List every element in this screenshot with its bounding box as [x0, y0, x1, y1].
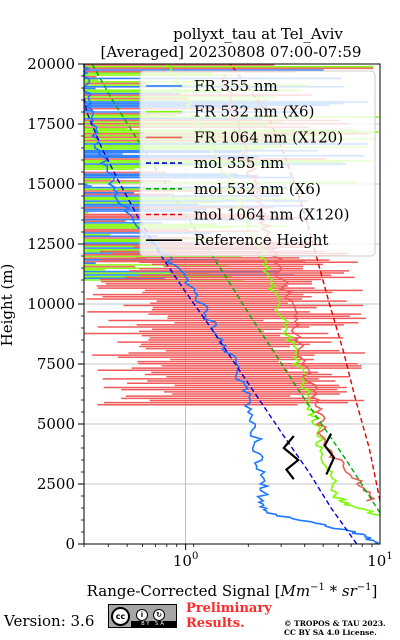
legend-label: FR 532 nm (X6)	[194, 103, 314, 121]
legend-label: mol 1064 nm (X120)	[194, 206, 349, 224]
copyright-line2: CC BY SA 4.0 License.	[284, 628, 377, 637]
cc-license-badge: cc i ↻ BY SA	[108, 604, 177, 628]
series-line-mol-532-nm-x6	[91, 63, 381, 514]
y-tick-label: 2500	[37, 475, 75, 493]
y-tick-label: 7500	[37, 355, 75, 373]
legend-label: mol 532 nm (X6)	[194, 180, 321, 198]
legend-label: FR 1064 nm (X120)	[194, 128, 343, 146]
series-line-fr-355-nm	[82, 64, 380, 545]
y-tick-label: 15000	[27, 175, 75, 193]
version-label: Version: 3.6	[4, 612, 95, 630]
share-alike-icon: ↻	[153, 609, 165, 621]
x-tick-label: 100	[173, 551, 198, 570]
legend-label: FR 355 nm	[194, 77, 278, 95]
x-tick-label: 101	[367, 551, 392, 570]
y-tick-label: 17500	[27, 115, 75, 133]
x-axis-label: Range-Corrected Signal [Mm−1 * sr−1]	[87, 582, 378, 600]
chart: pollyxt_tau at Tel_Aviv [Averaged] 20230…	[0, 25, 393, 600]
preliminary-notice: Preliminary Results.	[186, 601, 272, 631]
y-tick-label: 5000	[37, 415, 75, 433]
preliminary-line2: Results.	[186, 616, 245, 631]
preliminary-line1: Preliminary	[186, 601, 272, 616]
legend: FR 355 nm FR 532 nm (X6) FR 1064 nm (X120)…	[139, 70, 376, 257]
legend-label: mol 355 nm	[194, 154, 284, 172]
y-tick-label: 10000	[27, 295, 75, 313]
legend-box	[139, 70, 376, 257]
y-axis-label: Height (m)	[0, 264, 16, 347]
cc-icon: cc	[111, 607, 130, 626]
axes: 0 2500 5000 7500 10000 12500 15000 17500 20000 10…	[27, 55, 392, 570]
copyright-line1: © TROPOS & TAU 2023.	[284, 619, 386, 628]
reference-height-segment	[282, 435, 301, 480]
reference-height-segment	[323, 433, 336, 475]
license-badge-text: BY SA	[131, 621, 176, 627]
y-tick-label: 20000	[27, 55, 75, 73]
series-line-mol-355-nm	[83, 97, 358, 545]
chart-subtitle: [Averaged] 20230808 07:00-07:59	[101, 43, 362, 61]
chart-title: pollyxt_tau at Tel_Aviv	[173, 25, 343, 43]
y-tick-label: 0	[65, 535, 75, 553]
copyright-notice: © TROPOS & TAU 2023. CC BY SA 4.0 Licens…	[284, 619, 386, 637]
attribution-icon: i	[136, 609, 148, 621]
series-reference-height	[282, 433, 336, 480]
y-tick-label: 12500	[27, 235, 75, 253]
legend-label: Reference Height	[194, 231, 328, 249]
